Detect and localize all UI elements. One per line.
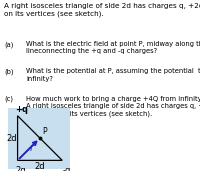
Text: P: P: [42, 127, 47, 136]
Text: What is the electric field at point P, midway along the
lineconnecting the +q an: What is the electric field at point P, m…: [26, 41, 200, 54]
Text: (b): (b): [4, 68, 14, 75]
Text: -q: -q: [63, 166, 71, 171]
Text: 2d: 2d: [35, 162, 45, 171]
Text: 2q: 2q: [15, 166, 26, 171]
Text: r: r: [30, 143, 34, 153]
Text: How much work to bring a charge +4Q from infinity to the point P?
A right isosce: How much work to bring a charge +4Q from…: [26, 96, 200, 117]
Polygon shape: [8, 108, 70, 169]
Text: +q: +q: [15, 105, 28, 114]
Text: (a): (a): [4, 41, 13, 48]
Text: (c): (c): [4, 96, 13, 102]
Text: 2d: 2d: [6, 134, 17, 143]
Text: What is the potential at P, assuming the potential  to be zero at
infinity?: What is the potential at P, assuming the…: [26, 68, 200, 82]
Text: A right isosceles triangle of side 2d has charges q, +2q and -q arranged
on its : A right isosceles triangle of side 2d ha…: [4, 3, 200, 17]
